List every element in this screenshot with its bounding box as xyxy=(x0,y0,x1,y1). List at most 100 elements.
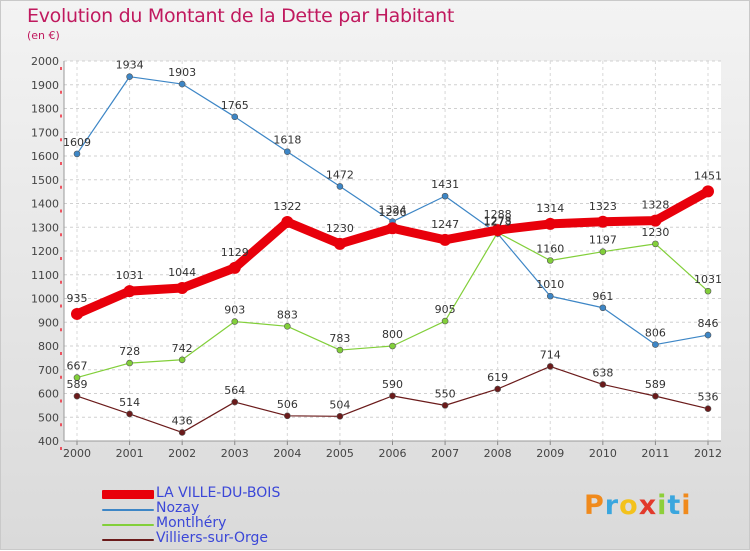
data-label-villiers-sur-orge: 590 xyxy=(382,378,403,391)
data-point-la-ville-du-bois xyxy=(123,285,136,298)
data-label-nozay: 1472 xyxy=(326,168,354,181)
y-tick-label: 2000 xyxy=(31,55,59,68)
data-label-nozay: 1618 xyxy=(273,134,301,147)
data-point-nozay xyxy=(336,183,344,190)
data-label-la-ville-du-bois: 1314 xyxy=(536,202,564,215)
data-label-montlhery: 1278 xyxy=(484,214,512,227)
data-label-la-ville-du-bois: 1296 xyxy=(379,206,407,219)
data-label-nozay: 806 xyxy=(645,327,666,340)
x-tick-label: 2001 xyxy=(116,447,144,460)
data-point-la-ville-du-bois xyxy=(176,282,189,295)
data-point-villiers-sur-orge xyxy=(336,412,344,420)
data-label-montlhery: 783 xyxy=(329,332,350,345)
y-tick-label: 1400 xyxy=(31,198,59,211)
data-point-montlhery xyxy=(231,318,239,325)
logo-letter: P xyxy=(584,490,605,521)
data-point-montlhery xyxy=(73,374,81,381)
data-point-villiers-sur-orge xyxy=(178,429,186,436)
y-tick-label: 700 xyxy=(38,364,59,377)
x-tick-label: 2004 xyxy=(273,447,301,460)
x-tick-label: 2002 xyxy=(168,447,196,460)
legend-label-nozay: Nozay xyxy=(156,500,200,516)
data-label-nozay: 1934 xyxy=(116,59,144,72)
data-point-nozay xyxy=(704,331,712,339)
x-tick-label: 2007 xyxy=(431,447,459,460)
data-label-la-ville-du-bois: 1044 xyxy=(168,266,196,279)
data-label-montlhery: 728 xyxy=(119,345,140,358)
data-point-villiers-sur-orge xyxy=(73,392,81,400)
legend-label-la-ville-du-bois: LA VILLE-DU-BOIS xyxy=(156,485,281,501)
data-label-montlhery: 1230 xyxy=(641,226,669,239)
data-point-villiers-sur-orge xyxy=(546,363,554,370)
data-label-la-ville-du-bois: 1328 xyxy=(641,199,669,212)
data-point-la-ville-du-bois xyxy=(596,215,609,228)
y-tick-label: 1200 xyxy=(31,245,59,258)
x-tick-label: 2005 xyxy=(326,447,354,460)
data-label-nozay: 846 xyxy=(698,317,719,330)
data-label-la-ville-du-bois: 1031 xyxy=(116,269,144,282)
y-tick-label: 800 xyxy=(38,340,59,353)
data-point-montlhery xyxy=(126,359,133,367)
data-label-villiers-sur-orge: 589 xyxy=(67,378,88,391)
legend-label-villiers-sur-orge: Villiers-sur-Orge xyxy=(156,530,269,546)
data-label-villiers-sur-orge: 536 xyxy=(698,391,719,404)
data-point-nozay xyxy=(652,341,659,348)
data-point-la-ville-du-bois xyxy=(649,214,662,227)
data-point-la-ville-du-bois xyxy=(281,216,294,229)
data-point-villiers-sur-orge xyxy=(231,398,239,406)
y-tick-label: 1800 xyxy=(31,103,59,116)
chart-subtitle: (en €) xyxy=(27,29,60,42)
data-point-la-ville-du-bois xyxy=(333,237,346,250)
data-label-montlhery: 667 xyxy=(67,360,88,373)
y-tick-label: 500 xyxy=(38,411,59,424)
data-label-nozay: 1765 xyxy=(221,99,249,112)
data-point-montlhery xyxy=(389,342,396,350)
legend-swatch-la-ville-du-bois xyxy=(102,490,154,499)
data-label-nozay: 1010 xyxy=(536,278,564,291)
legend-swatch-villiers-sur-orge xyxy=(102,539,154,541)
y-tick-label: 1600 xyxy=(31,150,59,163)
data-label-villiers-sur-orge: 714 xyxy=(540,348,561,361)
legend-label-montlhery: Montlhéry xyxy=(156,515,227,531)
y-tick-label: 600 xyxy=(38,388,59,401)
y-tick-label: 1100 xyxy=(31,269,59,282)
data-label-la-ville-du-bois: 935 xyxy=(67,292,88,305)
data-point-villiers-sur-orge xyxy=(704,405,712,413)
data-point-montlhery xyxy=(599,248,607,256)
data-point-la-ville-du-bois xyxy=(71,307,83,320)
data-label-montlhery: 905 xyxy=(435,303,456,316)
y-tick-label: 1300 xyxy=(31,221,59,234)
data-label-nozay: 1609 xyxy=(63,136,91,149)
data-point-montlhery xyxy=(652,240,659,248)
logo-letter: x xyxy=(638,490,658,521)
data-label-nozay: 1324 xyxy=(379,204,407,217)
x-tick-label: 2010 xyxy=(589,447,617,460)
data-label-montlhery: 903 xyxy=(224,304,245,317)
data-point-la-ville-du-bois xyxy=(228,261,241,274)
data-label-la-ville-du-bois: 1129 xyxy=(221,246,249,259)
data-point-montlhery xyxy=(441,317,449,325)
data-point-la-ville-du-bois xyxy=(544,217,557,230)
data-point-montlhery xyxy=(546,257,554,264)
x-tick-label: 2000 xyxy=(63,447,91,460)
y-tick-label: 1000 xyxy=(31,293,59,306)
data-point-montlhery xyxy=(178,356,186,364)
data-label-montlhery: 800 xyxy=(382,328,403,341)
logo-letter: i xyxy=(681,490,692,521)
data-point-nozay xyxy=(73,150,81,158)
data-label-la-ville-du-bois: 1230 xyxy=(326,222,354,235)
data-label-nozay: 961 xyxy=(592,290,613,303)
data-point-villiers-sur-orge xyxy=(389,392,396,400)
data-point-nozay xyxy=(546,292,554,300)
proxiti-logo: Proxiti xyxy=(584,490,692,521)
data-label-montlhery: 1197 xyxy=(589,234,617,247)
data-label-villiers-sur-orge: 506 xyxy=(277,398,298,411)
data-point-nozay xyxy=(231,113,239,121)
logo-letter: i xyxy=(657,490,668,521)
data-label-villiers-sur-orge: 504 xyxy=(329,398,350,411)
data-point-la-ville-du-bois xyxy=(439,233,452,246)
data-point-la-ville-du-bois xyxy=(491,224,504,237)
x-tick-label: 2009 xyxy=(536,447,564,460)
y-tick-label: 1700 xyxy=(31,126,59,139)
